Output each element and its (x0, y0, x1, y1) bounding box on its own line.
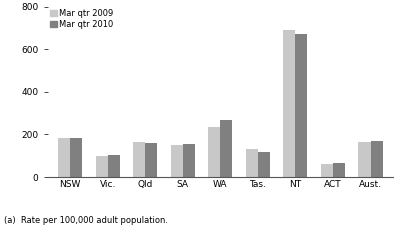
Bar (145, 143, 157, 177)
Bar (108, 155, 120, 177)
Bar (246, 149, 258, 177)
Bar (220, 120, 232, 177)
Bar (208, 127, 220, 177)
Bar (358, 142, 370, 177)
Bar (171, 145, 183, 177)
Bar (133, 142, 145, 177)
Bar (370, 141, 383, 177)
Bar (321, 164, 333, 177)
Bar (283, 30, 295, 177)
Bar (333, 163, 345, 177)
Legend: Mar qtr 2009, Mar qtr 2010: Mar qtr 2009, Mar qtr 2010 (49, 8, 114, 30)
Bar (96, 156, 108, 177)
Bar (183, 144, 195, 177)
Bar (295, 35, 307, 177)
Bar (258, 152, 270, 177)
Text: (a)  Rate per 100,000 adult population.: (a) Rate per 100,000 adult population. (4, 216, 168, 225)
Bar (58, 138, 70, 177)
Bar (70, 138, 82, 177)
